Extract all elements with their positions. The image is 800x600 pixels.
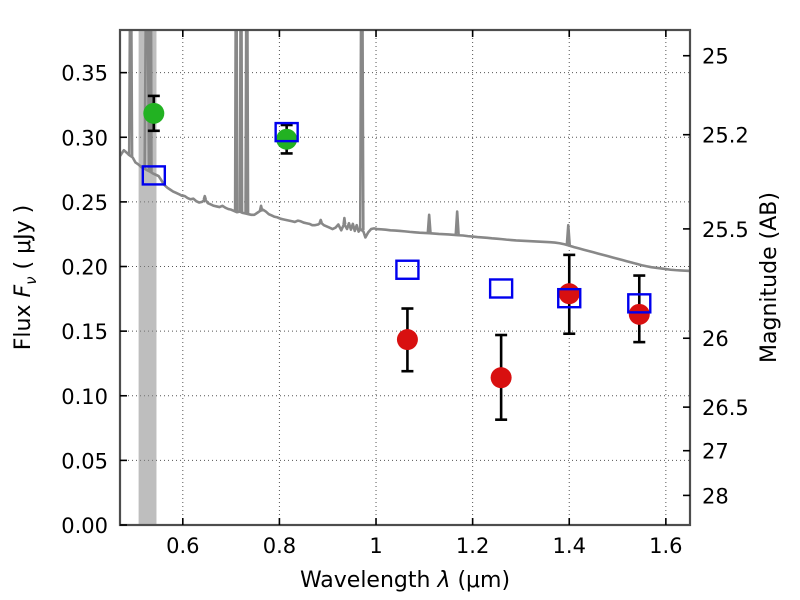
observed-photometry-marker[interactable] bbox=[276, 128, 298, 150]
y-tick-label: 0.35 bbox=[61, 62, 108, 86]
magnitude-tick-label: 26.5 bbox=[702, 396, 749, 420]
y-tick-label: 0.15 bbox=[61, 320, 108, 344]
y-tick-label: 0.10 bbox=[61, 385, 108, 409]
observed-photometry-marker[interactable] bbox=[396, 329, 418, 351]
model-photometry-marker[interactable] bbox=[557, 287, 582, 309]
spectrum-emission-line bbox=[244, 30, 250, 214]
x-tick-label: 1.6 bbox=[649, 534, 682, 558]
tick-labels-layer: 0.6 0.8 1 1.2 1.4 1.6 0.00 0.05 0.10 0.15 0.20 0.25… bbox=[61, 45, 749, 558]
spectrum-minor-line bbox=[426, 213, 432, 234]
y-axis-title-unit: ( μJy ) bbox=[11, 205, 36, 277]
x-tick-label: 1.2 bbox=[456, 534, 489, 558]
y-tick-label: 0.20 bbox=[61, 256, 108, 280]
spectrum-clip-group bbox=[120, 30, 690, 525]
axes-frame bbox=[118, 28, 692, 527]
magnitude-tick-label: 25.5 bbox=[702, 218, 749, 242]
model-photometry-marker[interactable] bbox=[141, 165, 167, 186]
data-points-layer bbox=[141, 94, 652, 421]
magnitude-tick-label: 26 bbox=[702, 327, 729, 351]
model-photometry-marker[interactable] bbox=[274, 121, 299, 143]
observed-photometry-marker[interactable] bbox=[628, 303, 650, 325]
model-photometry-marker[interactable] bbox=[395, 259, 420, 280]
observed-photometry-marker[interactable] bbox=[143, 102, 165, 124]
spectrum-minor-line bbox=[318, 218, 323, 224]
observed-photometry-marker[interactable] bbox=[490, 367, 512, 389]
x-axis-title-unit: (μm) bbox=[450, 568, 510, 593]
y-axis-title: Flux Fν ( μJy ) bbox=[11, 205, 40, 350]
spectrum-minor-line bbox=[454, 210, 460, 236]
y-axis-title-word: Flux bbox=[11, 297, 36, 350]
spectrum-emission-line bbox=[127, 30, 134, 157]
spectrum-continuum-path bbox=[120, 148, 690, 273]
magnitude-tick-label: 27 bbox=[702, 440, 729, 464]
magnitude-tick-label: 25 bbox=[702, 45, 729, 69]
magnitude-tick-label: 28 bbox=[702, 484, 729, 508]
spectrum-emission-line bbox=[143, 30, 151, 171]
magnitude-axis-title: Magnitude (AB) bbox=[757, 192, 782, 363]
spectrum-emission-line bbox=[358, 30, 365, 231]
model-spectrum-curve bbox=[120, 30, 690, 525]
x-tick-label: 1 bbox=[369, 534, 382, 558]
spectrum-emission-line bbox=[238, 30, 244, 213]
y-axis-title-subscript: ν bbox=[22, 276, 40, 284]
spectrum-emission-line bbox=[148, 30, 153, 173]
x-tick-label: 0.6 bbox=[166, 534, 199, 558]
plot-frame bbox=[118, 28, 692, 527]
x-tick-label: 1.4 bbox=[553, 534, 586, 558]
x-axis-title: Wavelength λ (μm) bbox=[300, 568, 510, 593]
spectrum-emission-line bbox=[233, 30, 239, 212]
y-tick-label: 0.05 bbox=[61, 449, 108, 473]
y-tick-label: 0.00 bbox=[61, 514, 108, 538]
x-tick-label: 0.8 bbox=[263, 534, 296, 558]
spectrum-minor-line bbox=[258, 204, 264, 211]
y-tick-label: 0.30 bbox=[61, 126, 108, 150]
y-axis-title-symbol: F bbox=[11, 284, 36, 297]
spectrum-minor-line bbox=[342, 216, 347, 225]
magnitude-tick-label: 25.2 bbox=[702, 124, 749, 148]
model-photometry-marker[interactable] bbox=[488, 278, 514, 299]
x-axis-title-symbol: λ bbox=[436, 568, 450, 593]
x-axis-title-word: Wavelength bbox=[300, 568, 438, 593]
spectrum-minor-line bbox=[202, 194, 207, 200]
y-tick-label: 0.25 bbox=[61, 191, 108, 215]
spectrum-minor-line bbox=[565, 223, 572, 246]
observed-photometry-marker[interactable] bbox=[558, 283, 580, 305]
model-photometry-marker[interactable] bbox=[627, 293, 652, 314]
axis-titles-layer: Wavelength λ (μm) Flux Fν ( μJy ) Magnitud… bbox=[11, 192, 782, 593]
